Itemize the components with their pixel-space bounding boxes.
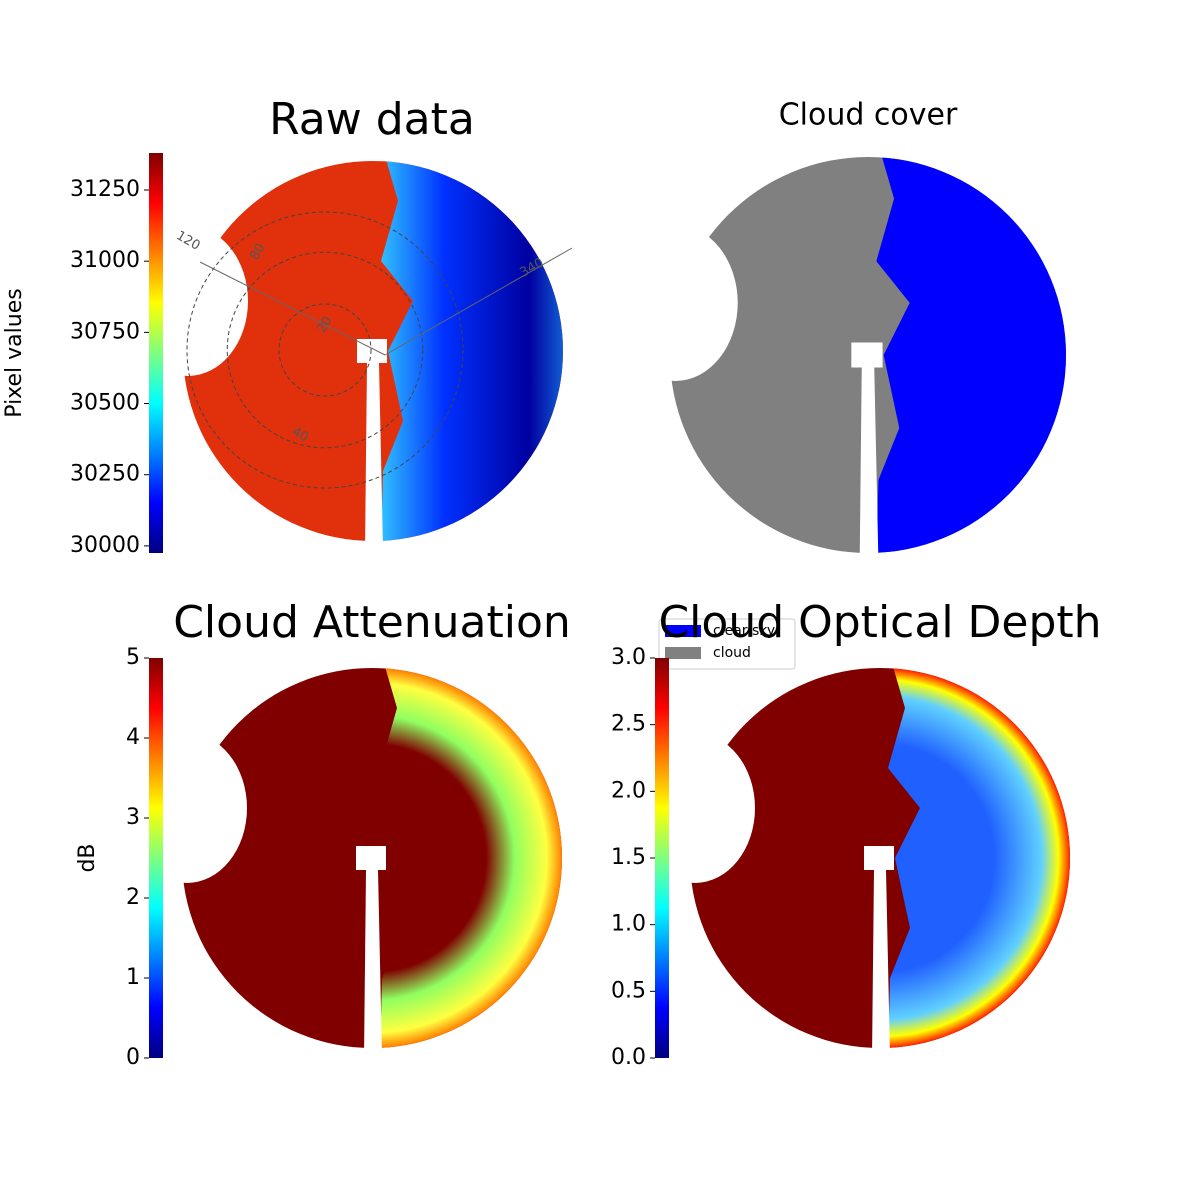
edge-ring: [380, 668, 562, 1048]
notch: [635, 733, 755, 883]
polar-grid: [186, 211, 464, 489]
colorbar-tick-label: 1.0: [611, 912, 646, 937]
colorbar-tick-label: 0: [126, 1045, 140, 1070]
colorbar-tick-label: 2.5: [611, 712, 646, 737]
colorbar-tick-label: 30000: [70, 533, 140, 558]
colorbar-label: dB: [75, 843, 100, 872]
legend-label: clear sky: [713, 623, 775, 639]
clear-area: [876, 157, 1066, 553]
notch: [612, 224, 738, 382]
colorbar-tick-label: 3: [126, 805, 140, 830]
colorbar: [655, 658, 669, 1058]
polar-grid: [278, 303, 372, 397]
colorbar-tick-label: 2.0: [611, 778, 646, 803]
mount-shadow: [864, 846, 894, 1058]
colorbar-tick-label: 30500: [70, 391, 140, 416]
panel-title: Cloud Attenuation: [173, 597, 571, 648]
colorbar-tick-label: 0.0: [611, 1045, 646, 1070]
colorbar-tick-label: 5: [126, 645, 140, 670]
panel-title: Cloud Optical Depth: [658, 597, 1101, 648]
colorbar-tick-label: 1: [126, 965, 140, 990]
panel-title: Cloud cover: [779, 98, 958, 133]
clear-area: [381, 161, 563, 541]
colorbar-tick-label: 30250: [70, 462, 140, 487]
colorbar-tick-label: 31250: [70, 177, 140, 202]
colorbar-tick-label: 4: [126, 725, 140, 750]
colorbar-label: Pixel values: [2, 288, 27, 417]
legend-swatch: [665, 625, 701, 637]
clear-region: [381, 161, 563, 541]
polar-label: 80: [247, 241, 268, 263]
sky-image: [128, 161, 563, 551]
polar-label: 40: [289, 424, 311, 445]
colorbar: [149, 153, 163, 553]
colorbar-tick-label: 31000: [70, 248, 140, 273]
notch: [127, 733, 247, 883]
colorbar-tick-label: 1.5: [611, 845, 646, 870]
colorbar: [149, 658, 163, 1058]
polar-grid: [226, 251, 424, 449]
polar-axis: [384, 247, 573, 356]
colorbar-tick-label: 3.0: [611, 645, 646, 670]
colorbar-tick-label: 2: [126, 885, 140, 910]
sky-image: [635, 668, 1070, 1058]
mount-shadow: [357, 339, 387, 551]
clear-region: [876, 157, 1066, 553]
mount-shadow: [356, 846, 386, 1058]
colorbar-tick-label: 30750: [70, 319, 140, 344]
polar-label: 20: [314, 314, 335, 336]
legend-label: cloud: [713, 645, 751, 661]
edge-ring: [888, 668, 1070, 1048]
mount-shadow: [851, 342, 883, 564]
sky-image: [612, 157, 1066, 564]
legend-swatch: [665, 647, 701, 659]
colorbar-tick-label: 0.5: [611, 978, 646, 1003]
polar-axis: [199, 261, 386, 356]
sky-image: [127, 668, 562, 1058]
panel-title: Raw data: [269, 94, 475, 145]
